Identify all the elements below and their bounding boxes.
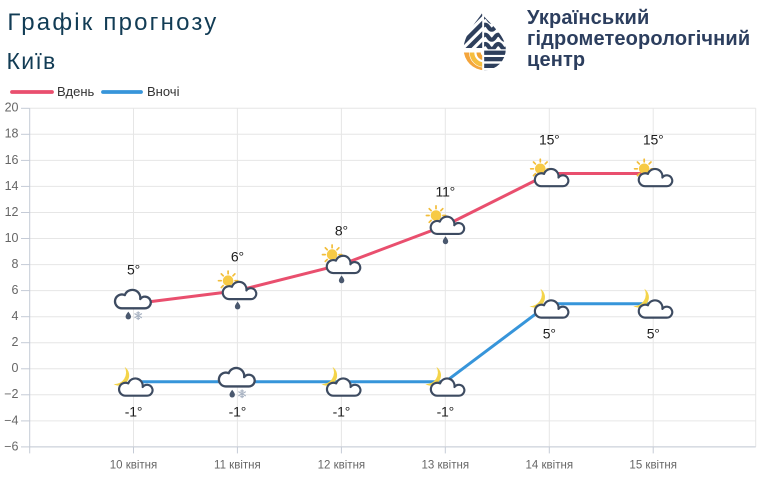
svg-text:14 квітня: 14 квітня — [526, 459, 574, 471]
svg-text:−4: −4 — [4, 413, 18, 427]
svg-text:8°: 8° — [335, 223, 348, 239]
svg-text:6°: 6° — [231, 249, 244, 265]
svg-text:10 квітня: 10 квітня — [110, 459, 158, 471]
svg-text:10: 10 — [5, 231, 19, 245]
svg-text:18: 18 — [5, 127, 19, 141]
svg-text:−6: −6 — [4, 439, 18, 453]
svg-text:15°: 15° — [643, 132, 664, 148]
svg-text:8: 8 — [12, 257, 19, 271]
svg-text:20: 20 — [5, 101, 19, 115]
svg-text:6: 6 — [12, 283, 19, 297]
svg-text:0: 0 — [12, 361, 19, 375]
svg-text:5°: 5° — [543, 325, 556, 341]
svg-text:11°: 11° — [436, 184, 456, 200]
svg-text:15 квітня: 15 квітня — [629, 459, 677, 471]
svg-text:5°: 5° — [127, 262, 140, 278]
svg-text:4: 4 — [12, 309, 19, 323]
svg-text:-1°: -1° — [437, 403, 454, 419]
svg-text:-1°: -1° — [125, 403, 142, 419]
svg-text:5°: 5° — [647, 325, 660, 341]
svg-text:16: 16 — [5, 153, 19, 167]
svg-text:14: 14 — [5, 179, 19, 193]
svg-text:11 квітня: 11 квітня — [214, 459, 261, 471]
svg-text:12 квітня: 12 квітня — [318, 459, 366, 471]
svg-text:13 квітня: 13 квітня — [422, 459, 470, 471]
svg-text:−2: −2 — [4, 387, 18, 401]
svg-text:2: 2 — [12, 335, 19, 349]
svg-text:12: 12 — [5, 205, 19, 219]
svg-text:15°: 15° — [539, 132, 560, 148]
svg-text:-1°: -1° — [229, 403, 246, 419]
svg-text:-1°: -1° — [333, 403, 350, 419]
